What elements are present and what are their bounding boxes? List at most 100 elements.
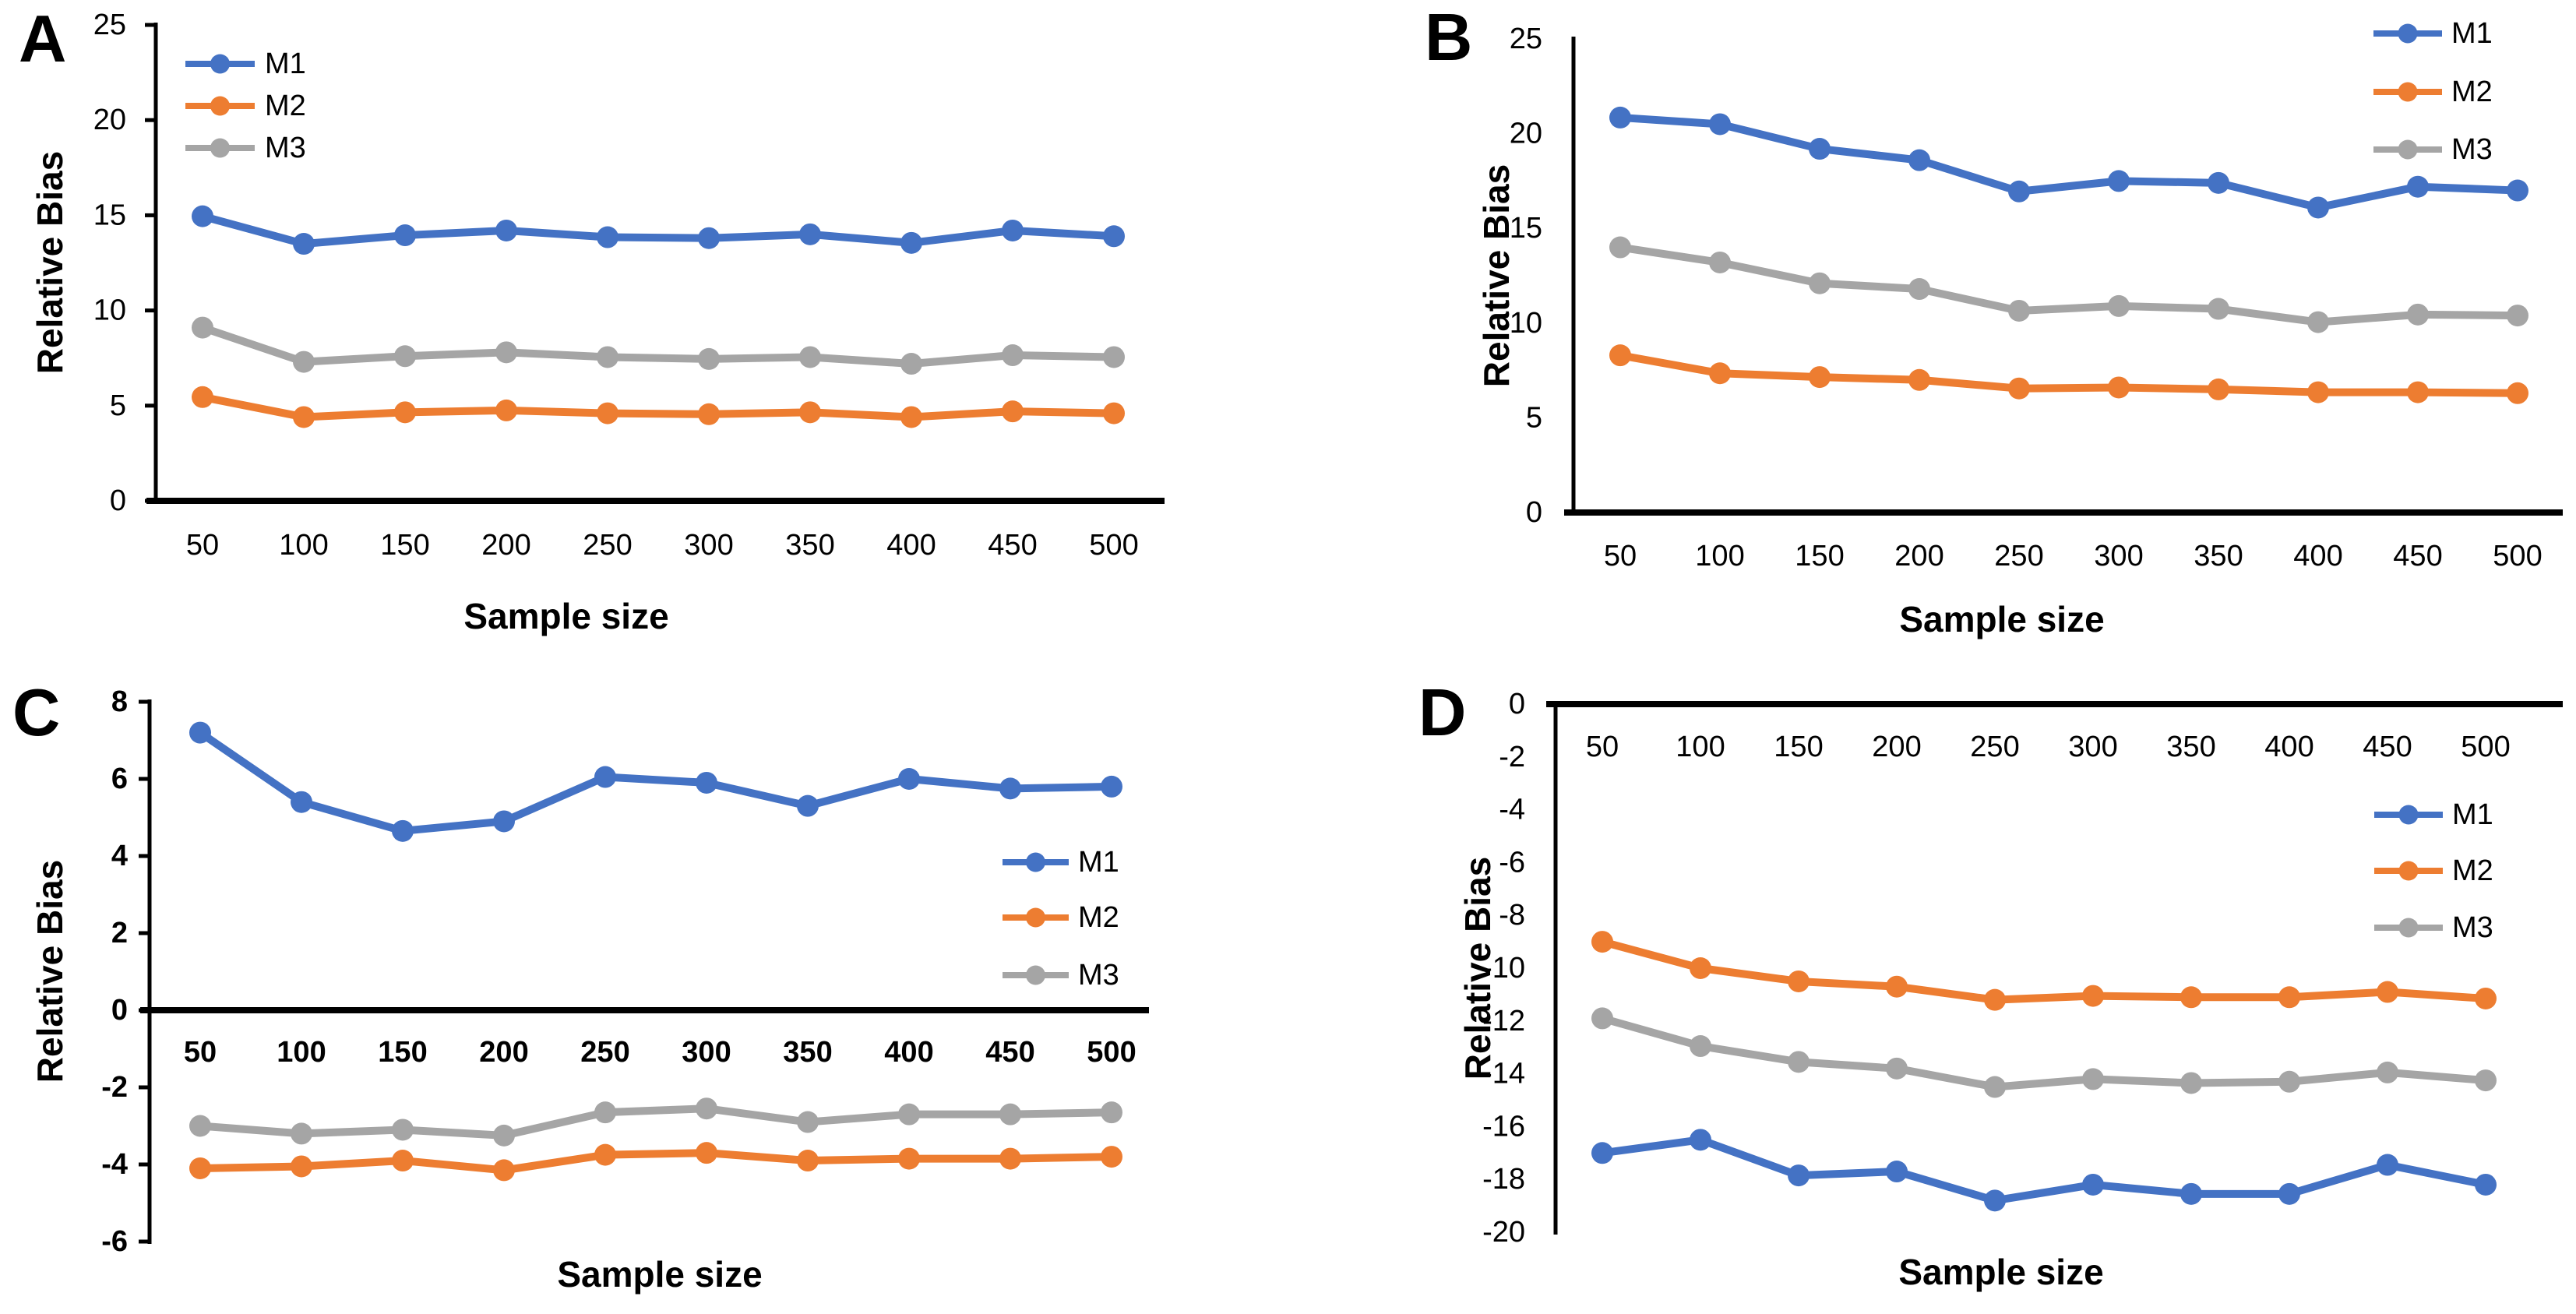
legend-label: M1 (265, 48, 306, 80)
x-tick-label: 150 (1795, 540, 1844, 572)
x-tick-label: 100 (1695, 540, 1744, 572)
series-point-m3 (2507, 305, 2528, 327)
series-point-m3 (495, 341, 517, 364)
series-point-m1 (2377, 1154, 2398, 1176)
series-point-m1 (698, 227, 720, 249)
series-point-m1 (696, 771, 717, 794)
series-point-m2 (597, 402, 618, 424)
series-point-m3 (1908, 278, 1930, 301)
series-point-m2 (293, 406, 315, 428)
series-point-m2 (189, 1157, 211, 1179)
x-tick-label: 50 (1586, 731, 1619, 763)
y-axis-title: Relative Bias (30, 859, 70, 1083)
series-point-m3 (1984, 1076, 2006, 1098)
series-point-m2 (2108, 376, 2130, 399)
series-point-m3 (898, 1103, 920, 1126)
series-point-m1 (1984, 1189, 2006, 1212)
series-point-m1 (1609, 106, 1631, 129)
series-point-m3 (394, 345, 416, 368)
legend-label: M2 (265, 90, 306, 122)
series-point-m1 (2307, 196, 2329, 219)
series-line-m1 (196, 728, 1115, 835)
series-point-m2 (2307, 381, 2329, 403)
series-point-m3 (698, 347, 720, 370)
y-tick-label: 0 (1526, 496, 1542, 529)
series-point-m2 (291, 1155, 312, 1178)
series-point-m3 (799, 346, 821, 368)
legend-marker (2398, 861, 2419, 881)
x-axis-title: Sample size (557, 1254, 763, 1295)
y-tick-label: -10 (1482, 952, 1525, 985)
series-point-m1 (189, 721, 211, 744)
chart-d-canvas: 0 -2 -4 -6 -8 -10 -12 -14 -16 -18 -20 50 100 150 200 25… (1482, 688, 2563, 1249)
series-point-m3 (2180, 1072, 2202, 1094)
y-tick-label: 20 (1510, 118, 1542, 150)
series-point-m1 (2208, 171, 2229, 194)
series-point-m2 (2407, 381, 2429, 403)
legend-marker (2398, 139, 2418, 160)
series-point-m3 (999, 1103, 1021, 1126)
series-point-m2 (594, 1143, 616, 1166)
x-axis-title: Sample size (463, 596, 669, 636)
series-point-m1 (293, 233, 315, 255)
series-point-m3 (293, 351, 315, 373)
series-point-m2 (1002, 400, 1024, 423)
series-point-m2 (1709, 362, 1731, 385)
series-line-m3 (199, 323, 1118, 368)
legend-marker (1026, 965, 1045, 985)
x-tick-label: 200 (479, 1036, 528, 1069)
x-tick-label: 350 (785, 529, 834, 562)
series-point-m1 (2082, 1173, 2104, 1196)
series-point-m2 (1103, 402, 1125, 424)
legend-marker (2398, 805, 2419, 825)
y-tick-label: 15 (1510, 212, 1542, 245)
legend-label: M2 (2451, 76, 2493, 108)
series-point-m2 (493, 1159, 515, 1182)
y-tick-label: 10 (93, 294, 126, 327)
legend-label: M3 (265, 132, 306, 164)
x-tick-label: 500 (1087, 1036, 1136, 1069)
series-point-m2 (900, 406, 922, 428)
x-tick-label: 150 (378, 1036, 427, 1069)
y-tick-label: 0 (110, 484, 126, 517)
series-point-m2 (495, 399, 517, 421)
panel-c: 8 6 4 2 0 -2 -4 -6 50 100 150 200 250 300 350 400 450 500… (0, 657, 1288, 1314)
series-line-m3 (1598, 1014, 2490, 1091)
panel-d: 0 -2 -4 -6 -8 -10 -12 -14 -16 -18 -20 50 100 150 200 25… (1288, 657, 2576, 1314)
series-point-m1 (493, 810, 515, 833)
series-point-m1 (1908, 149, 1930, 171)
x-tick-label: 500 (2493, 540, 2542, 572)
series-point-m3 (1609, 236, 1631, 259)
series-point-m2 (799, 401, 821, 424)
series-point-m1 (1709, 113, 1731, 136)
series-point-m3 (2082, 1068, 2104, 1090)
series-point-m3 (493, 1124, 515, 1147)
chart-c-canvas: 8 6 4 2 0 -2 -4 -6 50 100 150 200 250 300 350 400 450 500… (101, 685, 1149, 1258)
x-tick-label: 350 (783, 1036, 832, 1069)
series-point-m1 (1690, 1129, 1711, 1151)
series-point-m3 (594, 1101, 616, 1124)
legend-marker (1026, 852, 1045, 872)
legend-marker (2398, 82, 2418, 102)
x-tick-label: 450 (2393, 540, 2442, 572)
series-point-m3 (2307, 311, 2329, 333)
series-line-m1 (1598, 1136, 2490, 1205)
series-point-m2 (999, 1147, 1021, 1170)
x-tick-label: 250 (583, 529, 632, 562)
series-point-m1 (1788, 1164, 1810, 1187)
series-point-m2 (898, 1147, 920, 1170)
series-line-m3 (1616, 243, 2521, 326)
x-tick-label: 350 (2166, 731, 2215, 763)
x-tick-label: 250 (1970, 731, 2019, 763)
series-point-m1 (1591, 1142, 1613, 1164)
series-point-m1 (1002, 219, 1024, 241)
panel-b: 0 5 10 15 20 25 50 100 150 200 250 300 350 400 450 500 M… (1288, 0, 2576, 657)
series-point-m3 (1709, 251, 1731, 273)
series-point-m3 (797, 1111, 819, 1133)
series-point-m3 (2475, 1069, 2497, 1092)
legend-label: M3 (1078, 959, 1119, 992)
series-point-m2 (192, 386, 213, 408)
series-point-m2 (1690, 957, 1711, 979)
series-point-m3 (2407, 303, 2429, 326)
series-point-m1 (495, 219, 517, 241)
